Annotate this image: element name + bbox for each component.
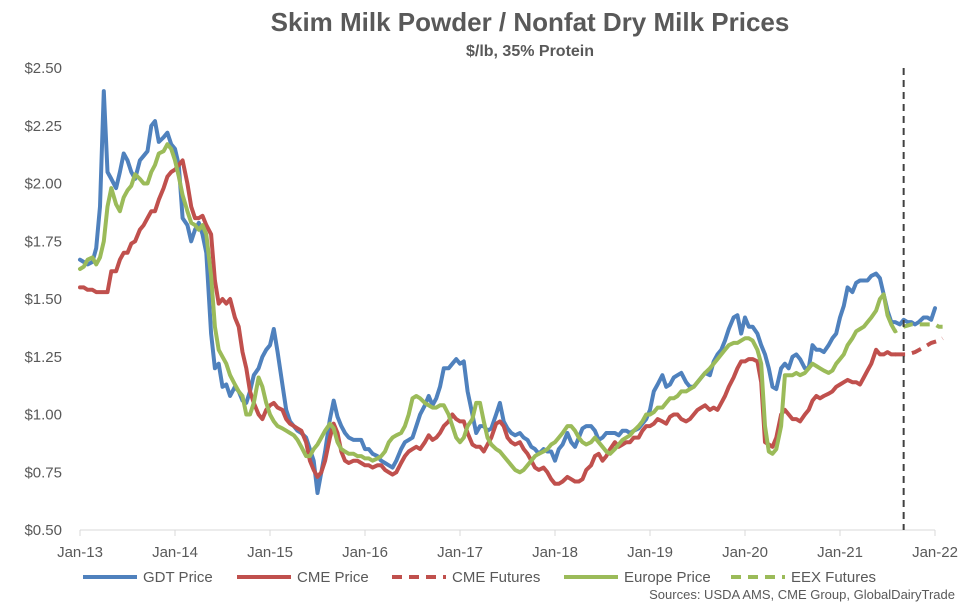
plot-area [78, 89, 944, 495]
legend-label-gdt-price: GDT Price [143, 569, 213, 586]
y-tick-label: $0.50 [24, 522, 62, 539]
source-note: Sources: USDA AMS, CME Group, GlobalDair… [649, 587, 955, 602]
x-tick-label: Jan-15 [247, 544, 293, 561]
x-tick-label: Jan-13 [57, 544, 103, 561]
series-line-eex-futures [889, 322, 943, 334]
chart-subtitle: $/lb, 35% Protein [466, 43, 594, 60]
legend-label-cme-futures: CME Futures [452, 569, 540, 586]
series-line-cme-futures [895, 336, 944, 357]
x-tick-label: Jan-20 [722, 544, 768, 561]
y-tick-label: $1.25 [24, 349, 62, 366]
y-axis: $0.50 $0.75 $1.00 $1.25 $1.50 $1.75 $2.00 $2.25… [24, 60, 62, 539]
x-tick-label: Jan-16 [342, 544, 388, 561]
y-tick-label: $1.75 [24, 233, 62, 250]
y-tick-label: $2.50 [24, 60, 62, 77]
x-tick-label: Jan-17 [437, 544, 483, 561]
y-tick-label: $1.50 [24, 291, 62, 308]
series-line-europe-price [78, 142, 894, 475]
y-tick-label: $0.75 [24, 464, 62, 481]
x-tick-label: Jan-22 [912, 544, 958, 561]
legend-label-europe-price: Europe Price [624, 569, 711, 586]
y-tick-label: $1.00 [24, 407, 62, 424]
series-line-gdt-price [78, 89, 937, 495]
y-tick-label: $2.00 [24, 176, 62, 193]
x-tick-label: Jan-18 [532, 544, 578, 561]
x-tick-label: Jan-21 [817, 544, 863, 561]
x-tick-label: Jan-19 [627, 544, 673, 561]
chart-title: Skim Milk Powder / Nonfat Dry Milk Price… [271, 7, 790, 37]
legend-label-eex-futures: EEX Futures [791, 569, 876, 586]
y-tick-label: $2.25 [24, 118, 62, 135]
x-axis: Jan-13 Jan-14 Jan-15 Jan-16 Jan-17 Jan-18 Jan-… [57, 529, 958, 561]
legend-label-cme-price: CME Price [297, 569, 369, 586]
legend: GDT Price CME Price CME Futures Europe Pric… [83, 569, 876, 586]
x-tick-label: Jan-14 [152, 544, 198, 561]
